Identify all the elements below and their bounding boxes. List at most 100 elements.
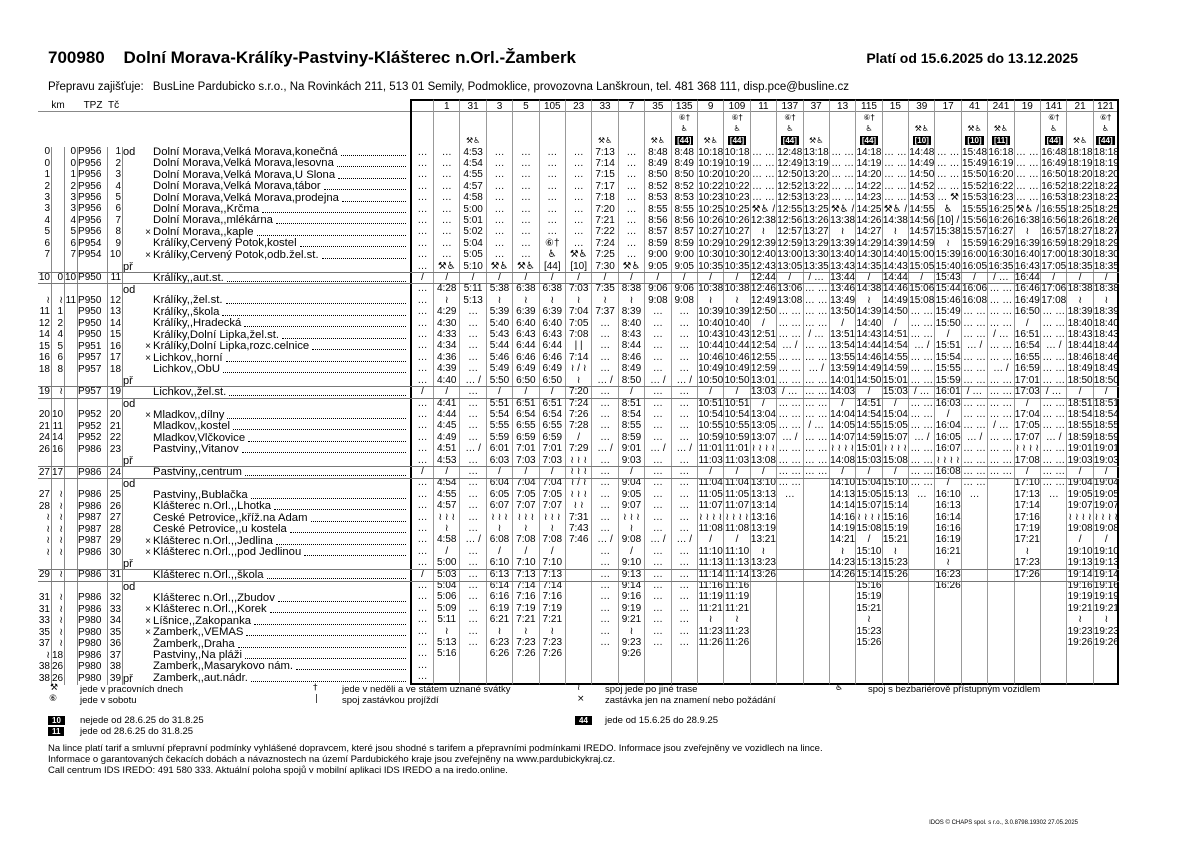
km-value (65, 593, 78, 604)
stop-name: × Klášterec n.Orl.,,Korek (143, 604, 410, 615)
arrival-row: př (38, 455, 1119, 466)
tpz-zone: P986 (78, 593, 108, 604)
stop-name-text: Mladkov,,dílny (153, 409, 225, 421)
stop-name-text: Pastviny,,centrum (153, 466, 242, 479)
spacer (52, 398, 65, 409)
section-divider (38, 477, 1120, 479)
trip-times: 15:48 15:49 15:50 15:52 15:53 15:55 15:5… (962, 146, 988, 500)
stop-number: 32 (109, 592, 122, 604)
km-value (52, 147, 65, 158)
trip-note-cell: ⚒♿ (960, 123, 987, 136)
tpz-zone: P986 (78, 444, 108, 455)
trip-column: … … … … … … … … … … ⚒♿ / 6:38 ≀ 6:39 6:4… (512, 146, 539, 685)
legend-badge-11: jede od 28.6.25 do 31.8.25 (80, 726, 194, 737)
stop-name-text: Králíky,Červený Potok,odb.žel.st. (153, 249, 319, 261)
request-stop-icon: × (145, 535, 151, 547)
km-value: 18 (52, 649, 64, 661)
km-value: ≀ (38, 295, 52, 306)
stop-name-text: Klášterec n.Orl.,,pod Jedlinou (153, 546, 302, 559)
direction-marker (123, 330, 143, 341)
km-value: 0 (65, 147, 78, 158)
km-value (65, 307, 78, 318)
trip-times: … … … … … … … … … … ⚒♿ / 14:38 ≀ 14:39 1… (882, 146, 908, 580)
trip-note-cell: ♿ (776, 123, 802, 136)
km-value: 5 (52, 341, 65, 352)
timetable: km TPZ Tč 1 31 3 5 105 23 33 7 35 135 9 109 11 137 37 13 11… (38, 99, 1120, 685)
stop-row: 27 ≀ P986 25 Pastviny,,Bublačka (38, 490, 1119, 501)
service-symbols: ⚒♿ (993, 124, 1009, 134)
trip-column: … … … … … … … … … … ⚒♿ / 8:38 ≀ 8:39 8:4… (617, 146, 645, 685)
direction-marker (123, 501, 143, 512)
stop-number: 7 (108, 215, 123, 226)
trip-note-cell: [10] (960, 135, 987, 147)
trip-number: 109 (723, 99, 750, 113)
validity-badge: [44] (859, 135, 879, 145)
stop-number: 25 (109, 489, 122, 501)
stop-name-text: Lichkov,,žel.st. (153, 386, 227, 398)
stop-number: 34 (109, 615, 122, 627)
stop-name: Králíky,Dolní Lipka,žel.st. (143, 330, 410, 341)
trip-times: … … … … … … … … … … ⚒♿ / 8:38 ≀ 8:39 8:4… (621, 146, 642, 660)
km-value (65, 616, 78, 627)
stop-number: 10 (109, 249, 122, 261)
spacer (108, 581, 123, 592)
km-value: ≀ (38, 513, 52, 524)
service-symbols: ♿ (786, 124, 794, 134)
trip-note-cell: [44] (670, 135, 697, 147)
stop-row: ≀ 18 P986 37 Pastviny,,Na pláži (38, 650, 1119, 661)
stop-number: 15 (109, 329, 122, 341)
trip-times: … … … … … … … … ⑥† ♿ [44] / 6:38 ≀ 6:39 … (542, 146, 563, 660)
km-value: 31 (38, 604, 50, 615)
direction-marker (123, 661, 143, 672)
trip-column: 14:48 14:49 14:50 14:52 14:53 14:55 14:5… (908, 146, 935, 685)
tpz-zone: P957 (78, 387, 108, 398)
km-value: 14 (52, 432, 64, 444)
direction-marker (123, 627, 143, 638)
section-divider (38, 386, 1120, 388)
spacer (38, 581, 52, 592)
trip-note-cell (1066, 112, 1092, 124)
direction-marker: př (123, 260, 133, 273)
direction-marker (123, 341, 143, 352)
trip-note-cell (881, 135, 908, 147)
line-number: 700980 (48, 48, 105, 67)
stop-name-text: České Petrovice,,u kostela (153, 524, 287, 536)
tpz-zone: P956 (78, 204, 108, 215)
km-value (65, 524, 78, 535)
stop-row: 27 17 P986 24 Pastviny,,centrum (38, 467, 1119, 478)
km-value (65, 535, 78, 546)
trip-number: 31 (459, 99, 486, 113)
stop-number: 11 (108, 272, 123, 283)
service-symbols: ⚒♿ (967, 124, 982, 134)
trip-column: 16:48 16:49 16:50 16:52 16:53 16:55 16:5… (1040, 146, 1067, 685)
direction-marker (123, 169, 143, 180)
stop-name-text: Dolní Morava,Velká Morava,prodejna (153, 192, 339, 204)
km-value (65, 570, 78, 581)
stop-number: 17 (109, 352, 122, 364)
trip-note-cell (644, 123, 670, 136)
tpz-zone: P950 (78, 318, 108, 329)
stop-number: 14 (109, 318, 122, 329)
km-value: ≀ (52, 490, 65, 501)
stop-row: 33 ≀ P980 34 × Líšnice,,Zakopanka (38, 616, 1119, 627)
request-stop-icon: × (145, 226, 151, 238)
stop-number: 38 (109, 661, 122, 672)
trip-note-cell: [44] (776, 135, 802, 147)
stop-name-text: Klášterec n.Orl.,,Lhotka (153, 501, 272, 513)
direction-marker: od (123, 146, 136, 158)
trip-column: 13:18 13:19 13:20 13:22 13:23 13:25 13:2… (802, 146, 829, 685)
trip-note-cell (1013, 112, 1040, 124)
spacer (38, 284, 52, 295)
section-divider (38, 580, 1120, 582)
tpz-header: TPZ (78, 99, 108, 112)
direction-marker (123, 352, 143, 363)
stop-name: Klášterec n.Orl.,,Lhotka (143, 501, 410, 512)
km-value: 7 (65, 250, 78, 261)
trip-column: 4:53 4:54 4:55 4:57 4:58 5:00 5:01 5:02 … (459, 146, 486, 685)
km-value: 2 (52, 318, 65, 329)
km-value: 27 (38, 466, 50, 478)
tariff-note: Na lince platí tarif a smluvní přepravní… (48, 743, 823, 754)
spacer (65, 581, 78, 592)
stop-name: Žamberk,,Masarykovo nám. (143, 661, 410, 672)
km-value: ≀ (52, 593, 65, 604)
